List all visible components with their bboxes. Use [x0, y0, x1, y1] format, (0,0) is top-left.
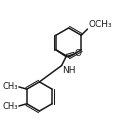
Text: CH₃: CH₃: [3, 82, 18, 91]
Text: OCH₃: OCH₃: [87, 19, 111, 28]
Text: CH₃: CH₃: [3, 101, 18, 111]
Text: NH: NH: [62, 66, 75, 75]
Text: O: O: [74, 49, 81, 58]
